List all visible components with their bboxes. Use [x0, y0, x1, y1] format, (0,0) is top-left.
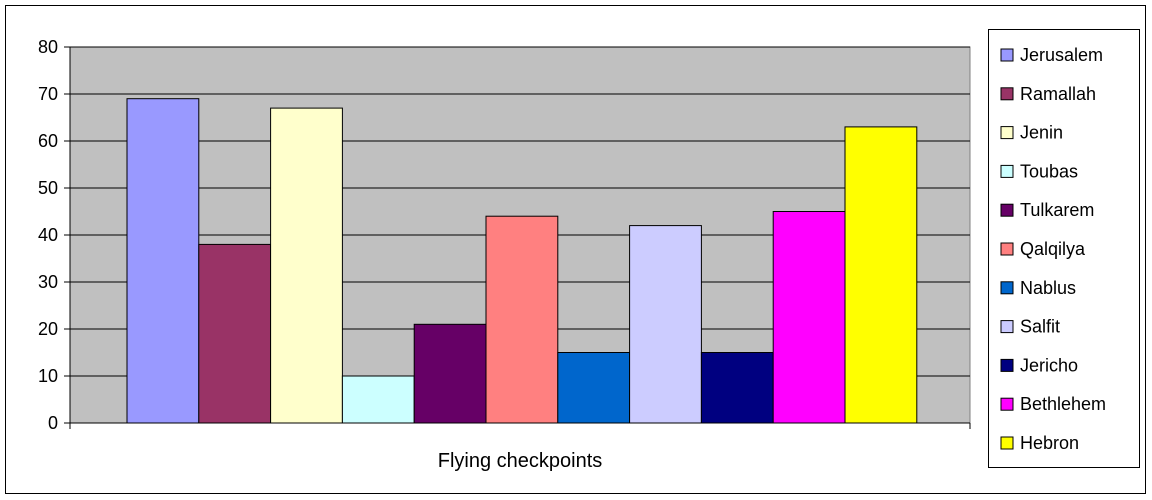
legend-swatch-tulkarem	[1000, 203, 1014, 217]
y-tick-label: 0	[48, 413, 58, 433]
legend-box	[988, 29, 1140, 468]
legend-label-ramallah: Ramallah	[1020, 84, 1096, 104]
y-tick-label: 20	[38, 319, 58, 339]
legend-label-salfit: Salfit	[1020, 317, 1060, 337]
bar-bethlehem	[772, 211, 846, 424]
legend-swatch-hebron	[1000, 436, 1014, 450]
x-category-label: Flying checkpoints	[438, 450, 603, 472]
x-axis-categories: Flying checkpoints	[69, 423, 971, 472]
legend-swatch-nablus	[1000, 281, 1014, 295]
bar-tulkarem	[413, 323, 487, 424]
bar-jenin	[270, 107, 343, 424]
y-axis-ticks: 0 10 20 30 40 50 60 70 80	[38, 37, 70, 433]
legend-swatch-bethlehem	[1000, 397, 1014, 411]
bar-jerusalem	[126, 98, 200, 424]
legend-label-qalqilya: Qalqilya	[1020, 239, 1086, 259]
legend-swatch-jenin	[1000, 126, 1014, 140]
legend-label-hebron: Hebron	[1020, 433, 1079, 453]
y-tick-label: 80	[38, 37, 58, 57]
legend-swatch-ramallah	[1000, 87, 1014, 101]
legend-label-tulkarem: Tulkarem	[1020, 200, 1094, 220]
y-tick-label: 10	[38, 366, 58, 386]
y-tick-label: 40	[38, 225, 58, 245]
bar-ramallah	[198, 243, 272, 424]
legend: Jerusalem Ramallah Jenin Toubas Tulkarem Qalq…	[1000, 45, 1106, 453]
bar-nablus	[557, 352, 631, 424]
bar-toubas	[341, 375, 415, 424]
y-tick-label: 50	[38, 178, 58, 198]
y-tick-label: 70	[38, 84, 58, 104]
legend-swatch-jericho	[1000, 358, 1014, 372]
legend-swatch-jerusalem	[1000, 48, 1014, 62]
bar-jericho	[700, 352, 774, 424]
legend-swatch-salfit	[1000, 320, 1014, 334]
bar-salfit	[629, 225, 702, 424]
legend-label-bethlehem: Bethlehem	[1020, 394, 1106, 414]
legend-label-jericho: Jericho	[1020, 355, 1078, 375]
legend-label-nablus: Nablus	[1020, 278, 1076, 298]
y-tick-label: 30	[38, 272, 58, 292]
legend-swatch-qalqilya	[1000, 242, 1014, 256]
legend-label-jenin: Jenin	[1020, 123, 1063, 143]
y-tick-label: 60	[38, 131, 58, 151]
legend-label-jerusalem: Jerusalem	[1020, 45, 1103, 65]
legend-swatch-toubas	[1000, 164, 1014, 178]
bar-hebron	[844, 126, 918, 424]
bars	[126, 98, 918, 424]
bar-qalqilya	[485, 215, 559, 424]
legend-label-toubas: Toubas	[1020, 161, 1078, 181]
